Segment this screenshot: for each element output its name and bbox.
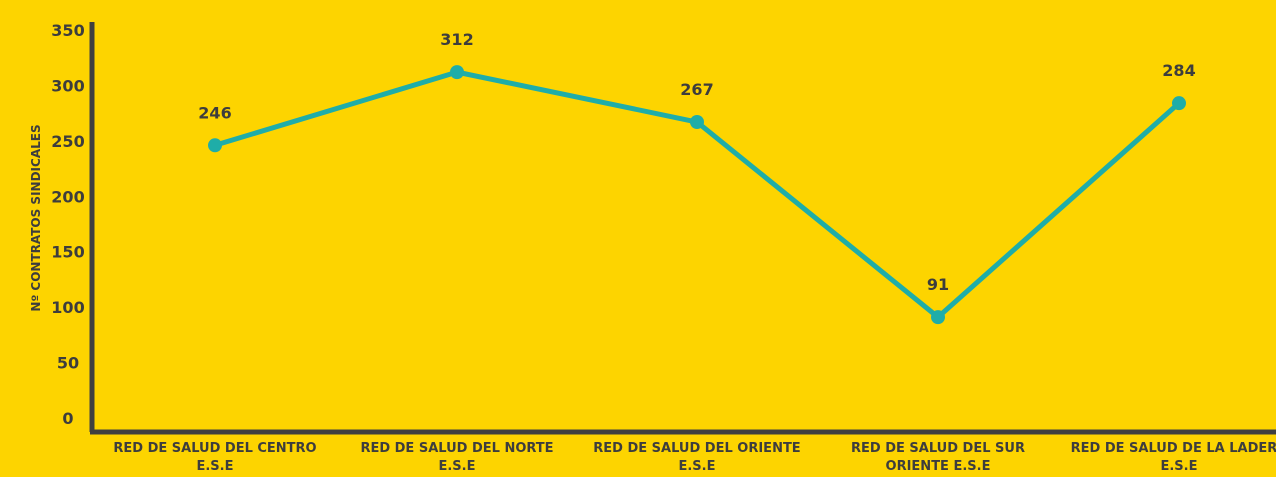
y-tick-label: 200 (51, 187, 84, 206)
series-line (212, 69, 1182, 320)
x-tick-label-line: RED DE SALUD DEL NORTE (360, 441, 553, 456)
data-point (690, 115, 704, 130)
data-point (931, 310, 945, 325)
x-tick-label: RED DE SALUD DE LA LADERA E.S.E (1071, 441, 1276, 474)
y-tick-label: 0 (62, 409, 73, 428)
x-tick-label-line: E.S.E (1160, 459, 1197, 474)
x-tick-label-line: RED DE SALUD DEL SUR (851, 441, 1025, 456)
data-label: 246 (198, 103, 231, 122)
x-tick-label-line: E.S.E (438, 459, 475, 474)
data-label: 267 (680, 80, 713, 99)
y-tick-label: 300 (51, 76, 84, 95)
y-tick-label: 250 (51, 132, 84, 151)
y-tick-label: 350 (51, 21, 84, 40)
y-tick-label: 100 (51, 298, 84, 317)
data-point (208, 138, 222, 153)
y-tick-label: 150 (51, 243, 84, 262)
x-tick-label: RED DE SALUD DEL NORTE E.S.E (360, 441, 553, 474)
x-tick-label: RED DE SALUD DEL SUR ORIENTE E.S.E (851, 441, 1025, 474)
data-point (450, 65, 464, 80)
x-tick-label: RED DE SALUD DEL CENTRO E.S.E (113, 441, 316, 474)
y-tick-label: 50 (57, 354, 79, 373)
y-axis-label: Nº CONTRATOS SINDICALES (29, 124, 43, 311)
x-tick-label: RED DE SALUD DEL ORIENTE E.S.E (593, 441, 800, 474)
x-tick-label-line: RED DE SALUD DEL CENTRO (113, 441, 316, 456)
x-tick-label-line: E.S.E (196, 459, 233, 474)
x-tick-label-line: ORIENTE E.S.E (886, 459, 991, 474)
x-tick-label-line: RED DE SALUD DE LA LADERA (1071, 441, 1276, 456)
data-label: 312 (440, 30, 473, 49)
data-label: 284 (1162, 61, 1195, 80)
data-label: 91 (927, 275, 949, 294)
x-tick-label-line: E.S.E (678, 459, 715, 474)
x-tick-label-line: RED DE SALUD DEL ORIENTE (593, 441, 800, 456)
data-point (1172, 96, 1186, 111)
